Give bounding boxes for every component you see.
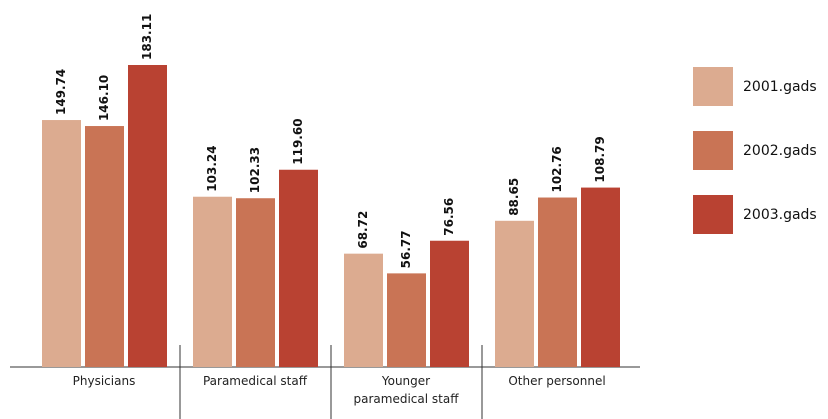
data-label: 56.77 bbox=[399, 230, 413, 268]
data-label: 102.76 bbox=[550, 146, 564, 192]
legend-label: 2002.gads bbox=[743, 143, 817, 159]
x-tick-label: Physicians bbox=[72, 374, 136, 388]
data-label: 76.56 bbox=[442, 198, 456, 236]
data-label: 103.24 bbox=[205, 145, 219, 191]
bar bbox=[85, 126, 124, 368]
x-tick-label: Paramedical staff bbox=[202, 374, 308, 388]
legend-swatch bbox=[693, 195, 733, 234]
data-label: 149.74 bbox=[54, 69, 68, 115]
bar bbox=[193, 196, 232, 367]
legend-swatch bbox=[693, 131, 733, 170]
bar bbox=[495, 220, 534, 367]
data-label: 146.10 bbox=[97, 75, 111, 121]
legend-swatch bbox=[693, 67, 733, 106]
bar bbox=[128, 65, 167, 367]
data-label: 108.79 bbox=[593, 136, 607, 182]
data-label: 88.65 bbox=[507, 178, 521, 216]
x-tick-label: Other personnel bbox=[508, 374, 606, 388]
bar bbox=[42, 120, 81, 368]
data-label: 102.33 bbox=[248, 147, 262, 193]
bar bbox=[387, 273, 426, 367]
x-tick-label: Younger paramedical staff bbox=[353, 374, 459, 406]
bar bbox=[236, 198, 275, 367]
bar bbox=[430, 240, 469, 367]
bar bbox=[581, 187, 620, 367]
legend-label: 2003.gads bbox=[743, 207, 817, 223]
bar bbox=[279, 169, 318, 367]
data-label: 68.72 bbox=[356, 211, 370, 249]
data-label: 183.11 bbox=[140, 14, 154, 60]
bar bbox=[538, 197, 577, 367]
data-label: 119.60 bbox=[291, 118, 305, 164]
bar bbox=[344, 253, 383, 367]
legend-label: 2001.gads bbox=[743, 79, 817, 95]
